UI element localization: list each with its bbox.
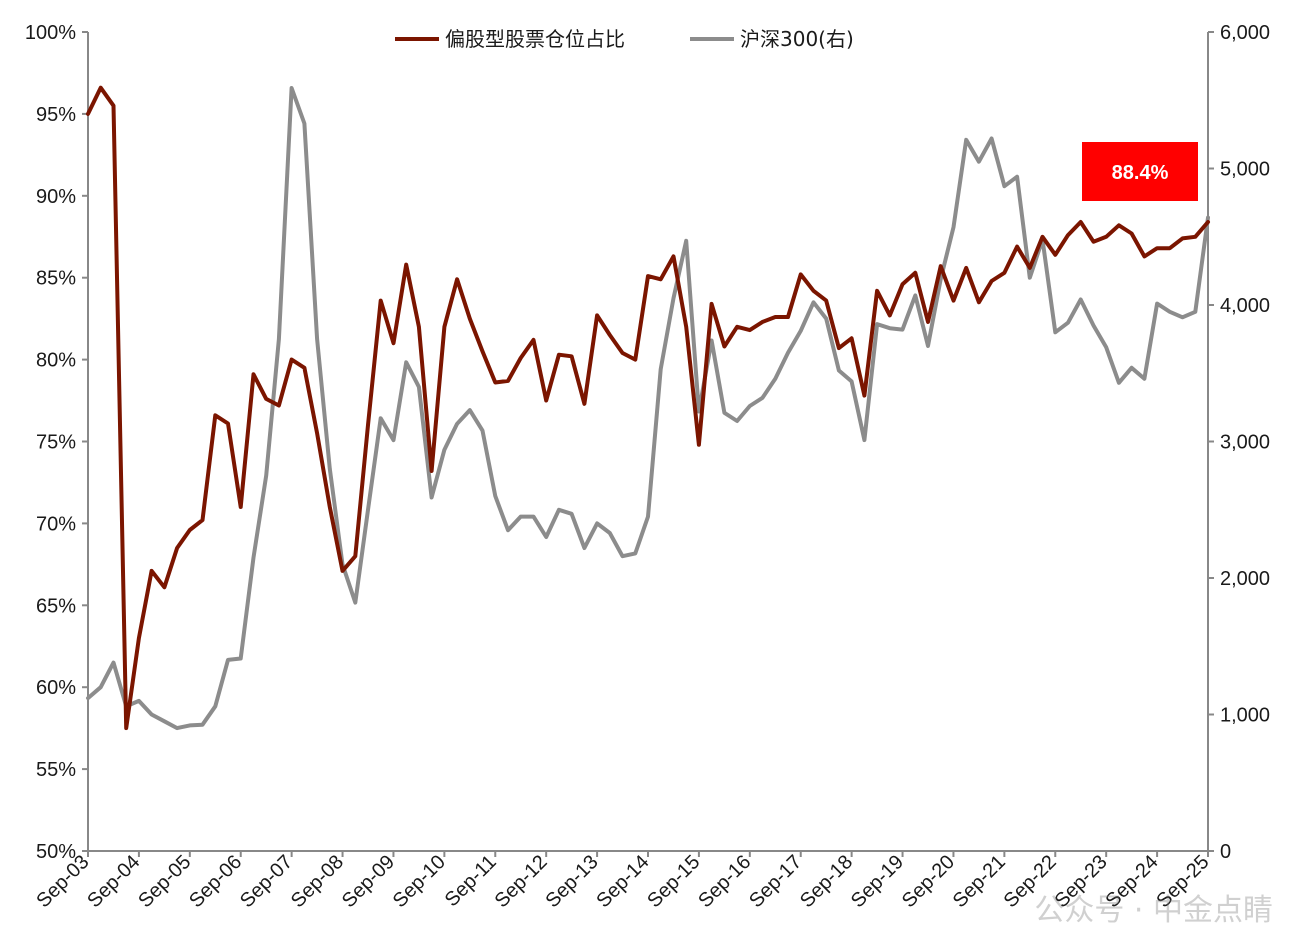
series-line-csi300: [86, 86, 1210, 731]
right-axis-ticks: 6,000 5,000 4,000 3,000 2,000 1,000 0: [1208, 22, 1270, 863]
right-tick-label: 0: [1220, 841, 1231, 863]
x-tick-label: Sep-13: [541, 851, 602, 912]
right-tick-label: 5,000: [1220, 159, 1270, 181]
left-tick-label: 100%: [25, 22, 76, 44]
watermark: 公众号 · 中金点睛: [1034, 893, 1273, 928]
left-tick-label: 90%: [36, 186, 76, 208]
left-axis-ticks: 100% 95% 90% 85% 80% 75% 70% 65% 60% 55% 50%: [25, 22, 88, 863]
x-tick-label: Sep-19: [847, 851, 908, 912]
series-lines: [86, 85, 1210, 731]
x-tick-label: Sep-11: [441, 851, 501, 911]
x-tick-label: Sep-21: [949, 851, 1010, 912]
left-tick-label: 55%: [36, 759, 76, 781]
left-tick-label: 70%: [36, 513, 76, 535]
x-tick-label: Sep-18: [796, 851, 857, 912]
legend-label-csi300: 沪深300(右): [740, 27, 854, 51]
series-line-fund-position: [86, 85, 1210, 731]
x-tick-label: Sep-10: [389, 851, 450, 912]
legend: 偏股型股票仓位占比 沪深300(右): [395, 27, 854, 51]
x-tick-label: Sep-16: [694, 851, 755, 912]
x-tick-label: Sep-08: [287, 851, 348, 912]
left-tick-label: 60%: [36, 677, 76, 699]
left-tick-label: 65%: [36, 595, 76, 617]
x-tick-label: Sep-20: [898, 851, 959, 912]
x-tick-label: Sep-04: [83, 851, 144, 912]
right-tick-label: 6,000: [1220, 22, 1270, 44]
left-tick-label: 75%: [36, 432, 76, 454]
x-tick-label: Sep-09: [338, 851, 399, 912]
left-tick-label: 80%: [36, 350, 76, 372]
legend-label-fund-position: 偏股型股票仓位占比: [445, 27, 625, 51]
callout-value: 88.4%: [1112, 162, 1169, 184]
right-tick-label: 1,000: [1220, 705, 1270, 727]
left-tick-label: 50%: [36, 841, 76, 863]
x-tick-label: Sep-07: [236, 851, 297, 912]
x-tick-label: Sep-12: [491, 851, 552, 912]
x-tick-label: Sep-05: [134, 851, 195, 912]
x-tick-label: Sep-17: [745, 851, 806, 912]
callout-box: [1082, 142, 1198, 201]
axes: [87, 32, 1209, 852]
right-tick-label: 4,000: [1220, 295, 1270, 317]
right-tick-label: 3,000: [1220, 432, 1270, 454]
latest-value-callout: 88.4%: [1082, 142, 1198, 201]
left-tick-label: 85%: [36, 268, 76, 290]
right-tick-label: 2,000: [1220, 568, 1270, 590]
left-tick-label: 95%: [36, 104, 76, 126]
x-tick-label: Sep-15: [643, 851, 704, 912]
x-tick-label: Sep-06: [185, 851, 246, 912]
x-tick-label: Sep-14: [592, 851, 653, 912]
